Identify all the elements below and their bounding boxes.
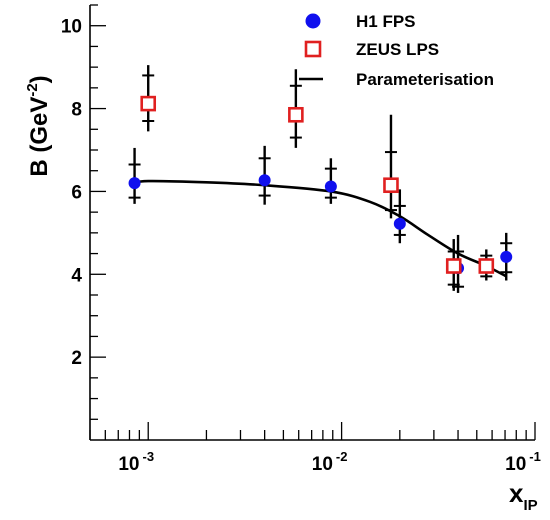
y-tick-label: 6 bbox=[71, 182, 82, 203]
h1-fps-point bbox=[258, 145, 271, 205]
zeus-lps-marker bbox=[288, 106, 304, 123]
y-axis-label-main: B (GeV bbox=[26, 97, 53, 177]
y-axis-label-sup: -2 bbox=[24, 83, 41, 96]
h1-fps-marker bbox=[500, 250, 513, 263]
h1-fps-marker bbox=[128, 177, 141, 190]
x-tick-label-exp: -3 bbox=[143, 449, 155, 464]
zeus-lps-point bbox=[478, 249, 495, 281]
zeus-lps-marker bbox=[140, 95, 157, 112]
zeus-lps-point bbox=[383, 114, 399, 219]
h1-fps-point bbox=[324, 158, 337, 204]
h1-fps-marker bbox=[393, 217, 406, 230]
y-tick-label: 10 bbox=[61, 17, 82, 38]
h1-fps-marker bbox=[258, 174, 271, 187]
zeus-lps-marker bbox=[445, 258, 462, 274]
y-axis-label: B (GeV-2) bbox=[24, 75, 53, 176]
y-tick-label: 4 bbox=[71, 265, 82, 286]
x-axis-label-main: x bbox=[509, 478, 524, 508]
zeus-lps-marker bbox=[478, 258, 495, 274]
y-axis-label-close: ) bbox=[26, 75, 53, 83]
h1-fps-point bbox=[500, 232, 513, 281]
x-tick-label: 10 -2 bbox=[312, 449, 348, 475]
x-axis-label-sub: IP bbox=[523, 497, 537, 514]
x-tick-label: 10 -3 bbox=[118, 449, 154, 475]
h1-fps-point bbox=[393, 189, 406, 244]
legend-zeus-lps-marker bbox=[304, 40, 322, 58]
zeus-lps-point bbox=[288, 69, 304, 148]
h1-fps-point bbox=[128, 147, 141, 204]
x-tick-label-base: 10 bbox=[118, 454, 139, 475]
x-axis-label: xIP bbox=[509, 478, 538, 514]
zeus-lps-marker bbox=[383, 177, 399, 194]
zeus-lps-point bbox=[140, 65, 157, 132]
y-tick-label: 2 bbox=[71, 348, 82, 369]
legend-label: Parameterisation bbox=[356, 70, 494, 89]
legend-label: H1 FPS bbox=[356, 12, 416, 31]
parameterisation-curve bbox=[134, 179, 507, 278]
zeus-lps-point bbox=[445, 239, 462, 291]
x-tick-label-exp: -2 bbox=[336, 449, 348, 464]
y-tick-label: 8 bbox=[71, 100, 82, 121]
legend: H1 FPS ZEUS LPS Parameterisation bbox=[299, 12, 494, 89]
x-tick-label-base: 10 bbox=[312, 454, 333, 475]
x-tick-label-base: 10 bbox=[505, 454, 526, 475]
h1-fps-marker bbox=[324, 180, 337, 193]
x-tick-label-exp: -1 bbox=[529, 449, 541, 464]
legend-h1-fps-marker bbox=[305, 13, 321, 29]
x-tick-label: 10 -1 bbox=[505, 449, 541, 475]
legend-label: ZEUS LPS bbox=[356, 40, 439, 59]
